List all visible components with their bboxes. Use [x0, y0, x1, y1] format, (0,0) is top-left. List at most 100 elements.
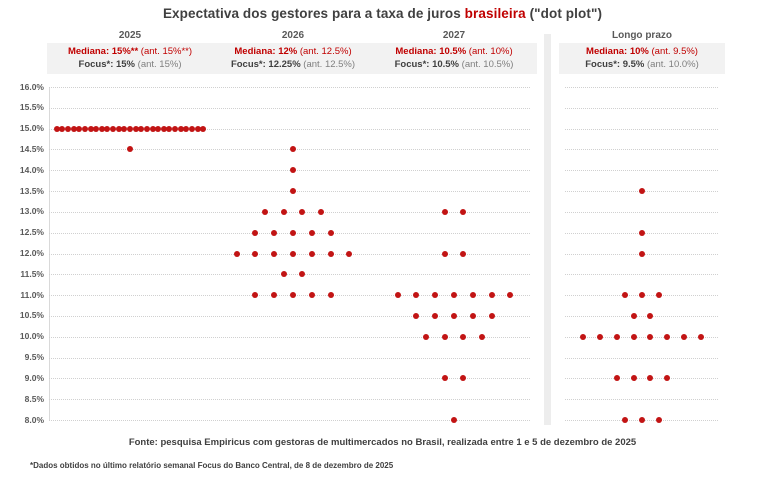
gridline: [565, 107, 718, 109]
y-tick-label: 13.0%: [19, 206, 44, 217]
gridline: [565, 357, 718, 359]
gridline: [49, 378, 530, 380]
gridline: [565, 274, 718, 276]
dot: [132, 125, 139, 132]
dot: [271, 229, 278, 236]
longo-prazo-divider: [544, 34, 551, 425]
dot: [59, 125, 66, 132]
focus-line: Focus*: 12.25% (ant. 12.5%): [210, 58, 376, 71]
mediana-anterior: (ant. 15%**): [138, 46, 193, 57]
column-header-2025: 2025 Mediana: 15%** (ant. 15%**) Focus*: 1…: [47, 30, 213, 74]
dot: [200, 125, 207, 132]
gridline: [49, 87, 530, 88]
y-tick-label: 8.0%: [24, 414, 44, 425]
dot: [252, 292, 259, 299]
dot: [65, 125, 72, 132]
gridline: [49, 149, 530, 151]
dot: [308, 229, 315, 236]
y-tick-label: 14.5%: [19, 143, 44, 154]
dot: [681, 333, 687, 340]
focus-value: Focus*: 9.5%: [585, 59, 645, 70]
dot: [110, 125, 117, 132]
dot: [639, 250, 645, 257]
dot: [441, 375, 448, 382]
dot: [479, 333, 486, 340]
dot: [87, 125, 94, 132]
dot: [53, 125, 60, 132]
dot: [115, 125, 122, 132]
y-tick-label: 12.5%: [19, 227, 44, 238]
dot: [149, 125, 156, 132]
dot: [441, 250, 448, 257]
dot: [280, 271, 287, 278]
column-header-2027: 2027 Mediana: 10.5% (ant. 10%) Focus*: 10.…: [371, 30, 537, 74]
dot: [299, 208, 306, 215]
dot: [647, 333, 654, 340]
dot: [183, 125, 190, 132]
mediana-anterior: (ant. 10%): [466, 46, 513, 57]
dot: [233, 250, 240, 257]
dot: [432, 292, 439, 299]
y-tick-label: 10.0%: [19, 331, 44, 342]
chart-title-highlight: brasileira: [464, 6, 526, 21]
dot: [630, 375, 637, 382]
dot: [172, 125, 179, 132]
y-tick-label: 9.0%: [24, 372, 44, 383]
dot: [290, 229, 296, 236]
focus-value: Focus*: 12.25%: [230, 59, 301, 70]
dot: [76, 125, 83, 132]
dot: [70, 125, 77, 132]
column-stats-box: Mediana: 10% (ant. 9.5%) Focus*: 9.5% (an…: [559, 43, 725, 74]
gridline: [49, 399, 530, 401]
dot: [664, 333, 671, 340]
gridline: [565, 170, 718, 172]
dot: [280, 208, 287, 215]
dot: [271, 292, 278, 299]
focus-line: Focus*: 15% (ant. 15%): [47, 58, 213, 71]
focus-anterior: (ant. 15%): [135, 59, 182, 70]
dot: [451, 312, 457, 319]
dot: [394, 292, 401, 299]
dot: [664, 375, 671, 382]
column-year-label: 2025: [118, 30, 142, 41]
dot: [469, 312, 476, 319]
gridline: [49, 274, 530, 276]
chart-title-suffix: ("dot plot"): [525, 6, 603, 21]
mediana-value: Mediana: 12%: [234, 46, 298, 57]
dot: [469, 292, 476, 299]
dot: [622, 292, 629, 299]
dot: [460, 375, 467, 382]
gridline: [49, 128, 530, 130]
dot: [299, 271, 306, 278]
column-header-2026: 2026 Mediana: 12% (ant. 12.5%) Focus*: 12.…: [210, 30, 376, 74]
focus-line: Focus*: 9.5% (ant. 10.0%): [559, 58, 725, 71]
dot: [346, 250, 353, 257]
column-stats-box: Mediana: 15%** (ant. 15%**) Focus*: 15% (…: [47, 43, 213, 74]
gridline: [565, 336, 718, 338]
focus-value: Focus*: 15%: [78, 59, 136, 70]
column-year-label: 2027: [442, 30, 466, 41]
gridline: [49, 232, 530, 234]
dot: [308, 250, 315, 257]
dot: [155, 125, 162, 132]
y-tick-label: 11.5%: [20, 268, 44, 279]
mediana-line: Mediana: 15%** (ant. 15%**): [47, 45, 213, 58]
dot: [622, 417, 629, 423]
dot: [166, 125, 173, 132]
dot: [271, 250, 278, 257]
dot: [613, 333, 620, 340]
focus-value: Focus*: 10.5%: [394, 59, 460, 70]
dot: [188, 125, 195, 132]
dot: [488, 292, 495, 299]
dot: [138, 125, 145, 132]
gridline: [49, 211, 530, 213]
gridline: [49, 170, 530, 172]
dot: [441, 333, 448, 340]
dot: [460, 250, 467, 257]
column-header-longo-prazo: Longo prazo Mediana: 10% (ant. 9.5%) Focus…: [559, 30, 725, 74]
dot: [451, 292, 457, 299]
dot: [261, 208, 268, 215]
y-tick-label: 11.0%: [20, 289, 44, 300]
column-year-label: Longo prazo: [612, 30, 672, 41]
